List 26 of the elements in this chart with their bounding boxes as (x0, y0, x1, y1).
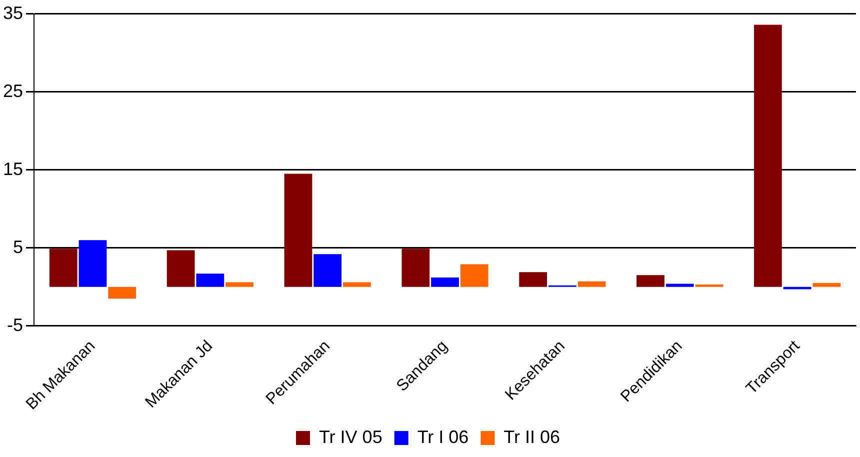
y-tick-label: 5 (13, 236, 24, 257)
bar (49, 248, 78, 287)
bar (812, 282, 841, 287)
bar (519, 272, 548, 287)
y-tick-label: 25 (2, 80, 24, 101)
bar (754, 24, 782, 287)
bar (460, 264, 488, 287)
legend-label: Tr I 06 (417, 426, 469, 447)
y-tick-label: -5 (7, 314, 24, 335)
y-tick-label: 35 (2, 2, 24, 23)
bar (402, 248, 430, 287)
bar (431, 278, 459, 287)
bar (636, 275, 664, 287)
bar (284, 174, 312, 287)
bar (226, 282, 254, 287)
legend-label: Tr IV 05 (318, 426, 382, 447)
bar (108, 286, 136, 299)
y-tick-label: 15 (2, 158, 24, 179)
bar (578, 281, 606, 287)
bar (196, 274, 224, 287)
bar (166, 250, 195, 287)
bar (666, 284, 694, 287)
bar (314, 254, 342, 287)
bar (78, 240, 107, 287)
legend-label: Tr II 06 (504, 426, 560, 447)
bar (343, 282, 371, 287)
